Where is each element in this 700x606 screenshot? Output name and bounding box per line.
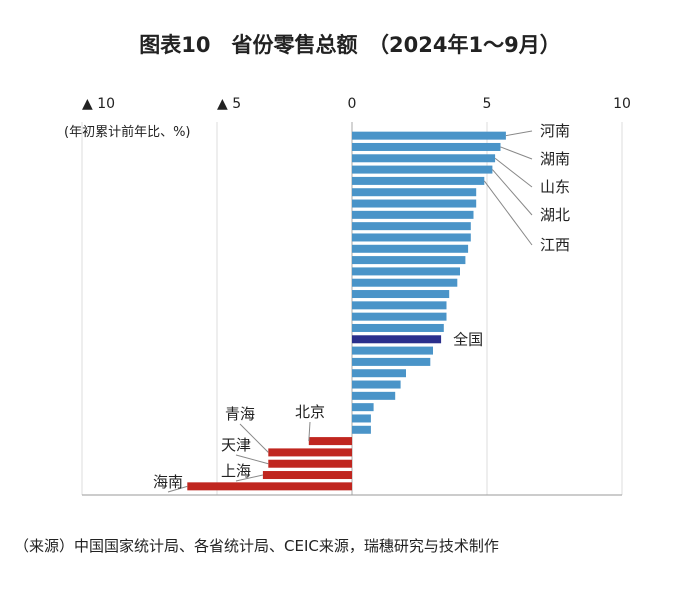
- bar: [352, 233, 471, 242]
- x-tick-label: 10: [613, 96, 631, 112]
- bar-label: 海南: [153, 473, 183, 491]
- leader-line: [500, 146, 533, 160]
- bar: [352, 210, 474, 219]
- bar: [352, 391, 396, 400]
- x-tick-label: ▲ 5: [217, 96, 241, 112]
- bar: [352, 323, 444, 332]
- x-tick-label: ▲ 10: [82, 96, 115, 112]
- bar-label: 天津: [221, 436, 251, 454]
- bar: [268, 459, 352, 468]
- source: （来源）中国国家统计局、各省统计局、CEIC来源，瑞穗研究与技术制作: [14, 537, 499, 555]
- bar: [352, 244, 469, 253]
- bar-label: 湖北: [540, 206, 570, 224]
- bar-label: 山东: [540, 178, 570, 196]
- bar: [268, 448, 352, 457]
- bar: [352, 256, 466, 265]
- bar: [352, 176, 485, 185]
- bar: [352, 142, 501, 151]
- chart-title: 图表10 省份零售总额 （2024年1～9月）: [139, 33, 560, 57]
- bar: [352, 154, 496, 163]
- bar: [352, 369, 406, 378]
- leader-line: [505, 130, 533, 137]
- bar-label: 青海: [225, 405, 255, 423]
- bar: [352, 380, 401, 389]
- bar: [352, 346, 433, 355]
- leader-line: [235, 474, 264, 482]
- leader-line: [239, 423, 269, 453]
- x-tick-label: 5: [483, 96, 492, 112]
- bar: [352, 290, 450, 299]
- bar: [352, 403, 374, 412]
- leader-line: [483, 180, 533, 246]
- bar: [352, 335, 442, 344]
- leader-line: [308, 421, 311, 442]
- bar-label: 上海: [221, 462, 251, 480]
- bar-label: 北京: [295, 403, 325, 421]
- leader-line: [494, 157, 533, 188]
- bar: [352, 357, 431, 366]
- bar: [352, 165, 493, 174]
- bar: [187, 482, 352, 491]
- bar: [308, 437, 352, 446]
- bar: [352, 222, 471, 231]
- leader-line: [167, 485, 188, 493]
- bar: [352, 199, 477, 208]
- bar: [352, 188, 477, 197]
- leader-line: [235, 454, 269, 465]
- bar-label: 全国: [453, 330, 483, 348]
- bar: [352, 312, 447, 321]
- bar: [262, 471, 352, 480]
- bar: [352, 414, 371, 423]
- bar: [352, 131, 506, 140]
- bar-label: 湖南: [540, 150, 570, 168]
- bar: [352, 425, 371, 434]
- x-tick-label: 0: [348, 96, 357, 112]
- bar: [352, 278, 458, 287]
- axis-label: (年初累计前年比、%): [64, 124, 191, 140]
- leader-line: [492, 169, 533, 216]
- bar-label: 江西: [540, 236, 570, 254]
- bar: [352, 301, 447, 310]
- bar: [352, 267, 460, 276]
- bar-label: 河南: [540, 122, 570, 140]
